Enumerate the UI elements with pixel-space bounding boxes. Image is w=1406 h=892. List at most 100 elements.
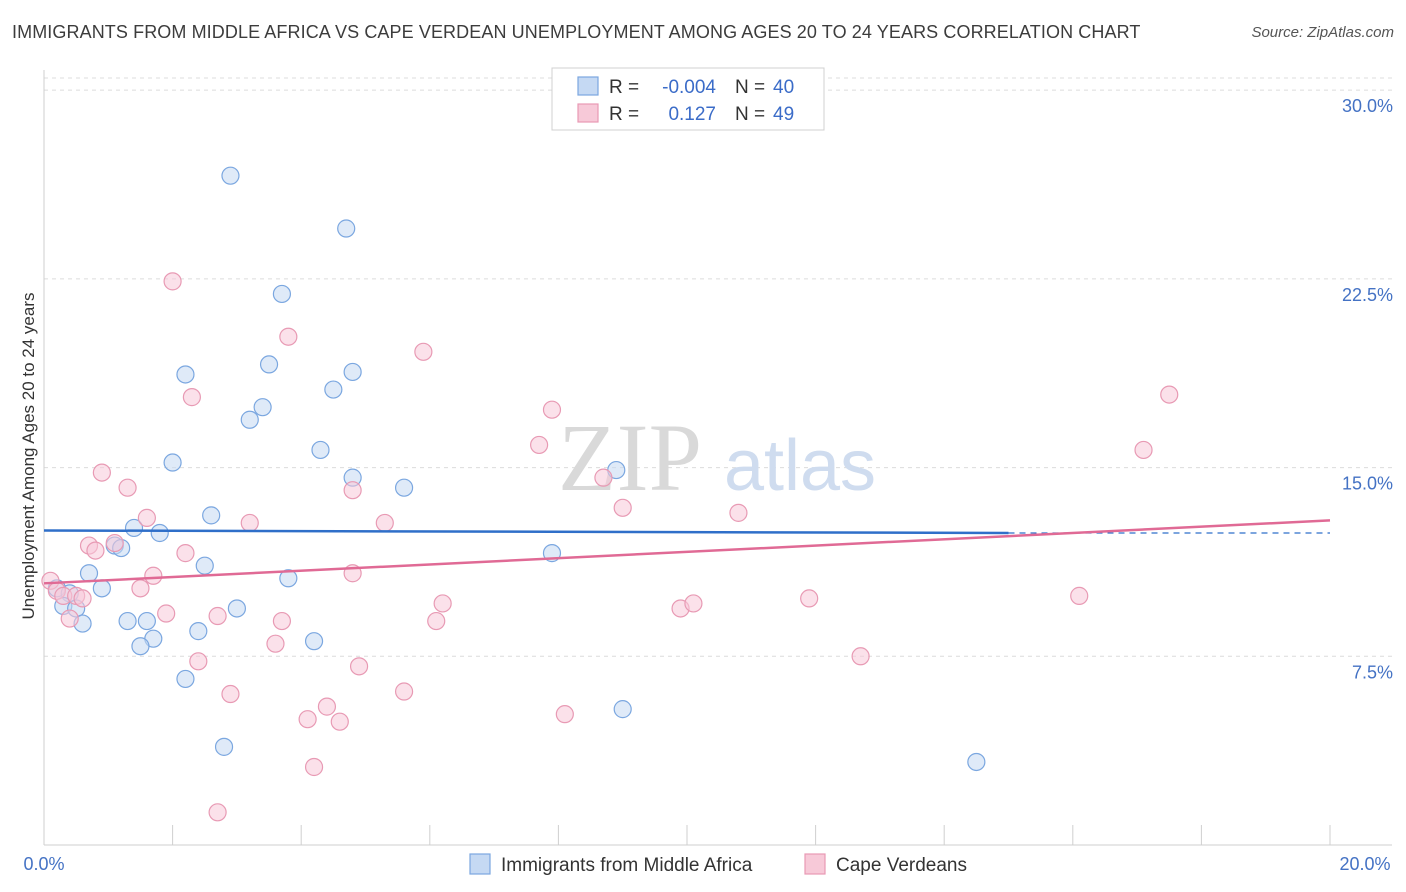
chart-title: IMMIGRANTS FROM MIDDLE AFRICA VS CAPE VE… (12, 22, 1141, 42)
point-s0-4 (259, 355, 279, 374)
point-s1-6 (530, 435, 549, 455)
point-s1-12 (613, 498, 632, 517)
point-s1-45 (317, 697, 337, 716)
point-s0-5 (343, 362, 362, 382)
watermark-zip: ZIP (558, 404, 702, 511)
point-s1-33 (1070, 586, 1089, 605)
point-s0-9 (311, 440, 330, 460)
series-legend-label-blue: Immigrants from Middle Africa (501, 855, 753, 876)
point-s0-36 (176, 669, 195, 689)
watermark-atlas: atlas (724, 426, 876, 506)
point-s0-39 (967, 752, 986, 772)
point-s0-34 (304, 632, 324, 651)
legend-n-label-1: N = (735, 77, 765, 98)
point-s1-5 (1160, 385, 1179, 404)
point-s0-31 (137, 611, 156, 631)
point-s1-20 (176, 544, 195, 563)
legend-n-value-2: 49 (773, 104, 794, 125)
point-s1-19 (86, 541, 105, 560)
point-s1-16 (375, 513, 394, 533)
point-s1-14 (137, 508, 156, 527)
point-s1-50 (208, 803, 227, 822)
point-s1-36 (272, 611, 292, 631)
point-s0-6 (324, 380, 343, 399)
legend-n-label-2: N = (735, 104, 765, 125)
point-s1-41 (189, 652, 208, 671)
point-s0-32 (189, 622, 208, 641)
point-s1-2 (414, 342, 433, 361)
point-s0-30 (118, 611, 137, 631)
series-legend-swatch-pink (804, 853, 826, 875)
point-s1-49 (304, 757, 324, 777)
point-s0-37 (613, 700, 632, 719)
legend-r-label-2: R = (609, 104, 639, 125)
point-s1-21 (144, 566, 163, 585)
data-points (41, 166, 1179, 822)
point-s1-11 (594, 468, 613, 487)
point-s0-0 (221, 166, 240, 185)
point-s0-2 (272, 284, 292, 304)
point-s1-8 (92, 463, 111, 482)
correlation-legend: R = -0.004 N = 40 R = 0.127 N = 49 (551, 67, 825, 131)
point-s0-21 (79, 564, 99, 583)
legend-r-value-1: -0.004 (662, 77, 716, 98)
point-s1-34 (157, 604, 176, 623)
point-s0-25 (92, 579, 111, 598)
x-tick-label-1: 20.0% (1339, 854, 1390, 874)
series-legend-label-pink: Cape Verdeans (836, 855, 967, 876)
point-s1-0 (163, 272, 182, 291)
point-s0-28 (227, 599, 246, 618)
point-s1-43 (221, 684, 240, 704)
point-s1-40 (851, 647, 870, 666)
trend-line-s0 (43, 529, 1009, 535)
point-s1-7 (1134, 440, 1153, 460)
point-s0-14 (202, 506, 221, 525)
y-tick-labels: 7.5% 15.0% 22.5% 30.0% (1342, 96, 1393, 682)
point-s0-38 (214, 737, 234, 756)
point-s1-9 (118, 478, 137, 497)
point-s1-28 (73, 589, 92, 608)
point-s0-1 (337, 219, 356, 238)
point-s1-44 (394, 682, 414, 701)
point-s1-48 (555, 705, 574, 724)
legend-swatch-pink (577, 103, 599, 123)
point-s1-42 (349, 657, 369, 676)
point-s0-35 (131, 637, 150, 656)
point-s1-15 (240, 513, 259, 533)
point-s1-10 (343, 481, 362, 500)
series-legend-swatch-blue (469, 853, 491, 875)
point-s1-46 (298, 710, 317, 729)
watermark: ZIP atlas (558, 404, 876, 511)
point-s0-16 (150, 523, 169, 543)
grid-lines (44, 77, 1392, 657)
chart-source: Source: ZipAtlas.com (1251, 24, 1394, 41)
x-tick-label-0: 0.0% (23, 854, 64, 874)
point-s0-20 (195, 556, 214, 575)
legend-swatch-blue (577, 76, 599, 96)
point-s1-13 (729, 503, 748, 522)
point-s0-7 (253, 398, 272, 417)
legend-r-value-2: 0.127 (668, 104, 716, 125)
legend-n-value-1: 40 (773, 77, 794, 98)
y-tick-label-3: 30.0% (1342, 96, 1393, 116)
point-s0-13 (394, 478, 414, 497)
point-s1-1 (279, 327, 298, 346)
point-s0-22 (279, 569, 298, 588)
point-s1-31 (684, 594, 703, 613)
point-s1-23 (131, 579, 150, 598)
point-s0-8 (240, 410, 259, 429)
point-s1-37 (427, 611, 446, 631)
point-s1-35 (208, 606, 227, 626)
x-tick-labels: 0.0% 20.0% (23, 854, 1390, 874)
point-s1-29 (433, 594, 452, 613)
point-s1-3 (182, 388, 201, 407)
point-s1-39 (266, 634, 285, 653)
legend-r-label-1: R = (609, 77, 639, 98)
point-s1-4 (542, 400, 562, 419)
point-s1-38 (60, 609, 79, 628)
trend-lines (43, 519, 1331, 585)
y-tick-label-1: 15.0% (1342, 474, 1393, 494)
series-legend: Immigrants from Middle Africa Cape Verde… (469, 853, 967, 876)
y-axis-title: Unemployment Among Ages 20 to 24 years (19, 293, 38, 620)
